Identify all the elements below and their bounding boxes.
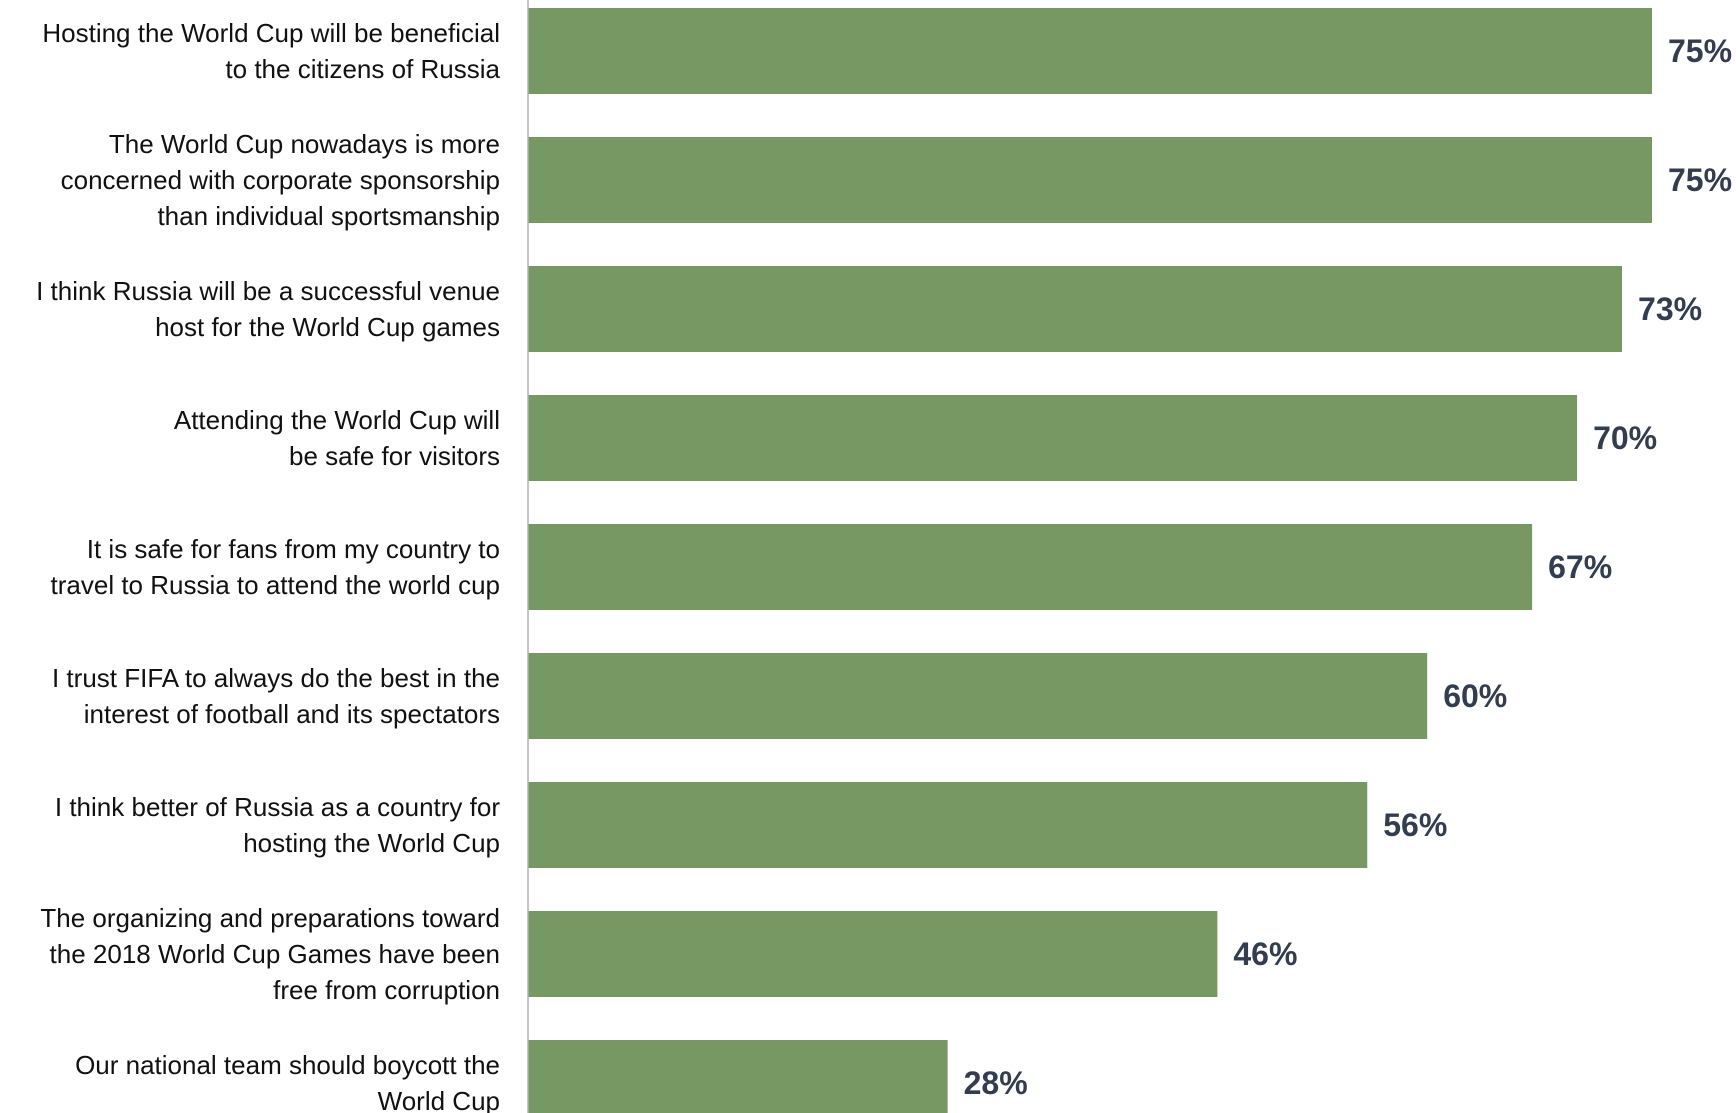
category-label-9: Our national team should boycott the Worl… [75,1050,500,1113]
category-label-line: Hosting the World Cup will be beneficial [42,18,500,48]
category-label-line: to the citizens of Russia [225,54,500,84]
value-label-2: 75% [1668,162,1732,198]
bar-1 [528,8,1652,94]
category-label-line: than individual sportsmanship [157,201,500,231]
value-label-8: 46% [1233,936,1297,972]
category-label-line: Our national team should boycott the [75,1050,500,1080]
category-label-7: I think better of Russia as a country fo… [55,792,500,858]
category-label-line: The organizing and preparations toward [40,903,500,933]
category-label-4: Attending the World Cup will be safe for … [174,405,500,471]
bar-5 [528,524,1533,610]
bar-2 [528,137,1652,223]
category-label-line: It is safe for fans from my country to [87,534,500,564]
category-label-line: host for the World Cup games [155,312,500,342]
category-label-1: Hosting the World Cup will be beneficial… [42,18,500,84]
value-label-3: 73% [1638,291,1702,327]
category-label-line: World Cup [378,1086,500,1113]
bar-4 [528,395,1578,481]
category-label-line: the 2018 World Cup Games have been [50,939,500,969]
category-label-2: The World Cup nowadays is more concerned … [61,129,500,231]
category-label-6: I trust FIFA to always do the best in th… [52,663,500,729]
bar-9 [528,1040,948,1113]
category-label-line: free from corruption [273,975,500,1005]
category-label-8: The organizing and preparations toward th… [40,903,500,1005]
category-label-line: The World Cup nowadays is more [109,129,500,159]
category-label-line: I think Russia will be a successful venu… [36,276,500,306]
value-label-1: 75% [1668,33,1732,69]
category-label-line: be safe for visitors [289,441,500,471]
value-label-5: 67% [1548,549,1612,585]
bar-7 [528,782,1368,868]
category-label-line: Attending the World Cup will [174,405,500,435]
value-label-7: 56% [1383,807,1447,843]
category-labels-group: Hosting the World Cup will be beneficial… [36,18,500,1113]
category-label-line: concerned with corporate sponsorship [61,165,500,195]
bar-8 [528,911,1218,997]
category-label-line: travel to Russia to attend the world cup [51,570,500,600]
value-labels-group: 75% 75% 73% 70% 67% 60% 56% 46% 28% [964,33,1732,1101]
bars-group [528,8,1652,1113]
value-label-4: 70% [1593,420,1657,456]
bar-3 [528,266,1623,352]
bar-6 [528,653,1428,739]
value-label-9: 28% [964,1065,1028,1101]
category-label-line: I trust FIFA to always do the best in th… [52,663,500,693]
category-label-line: I think better of Russia as a country fo… [55,792,500,822]
value-label-6: 60% [1443,678,1507,714]
category-label-line: hosting the World Cup [243,828,500,858]
category-label-line: interest of football and its spectators [84,699,500,729]
category-label-5: It is safe for fans from my country to tr… [51,534,500,600]
category-label-3: I think Russia will be a successful venu… [36,276,500,342]
